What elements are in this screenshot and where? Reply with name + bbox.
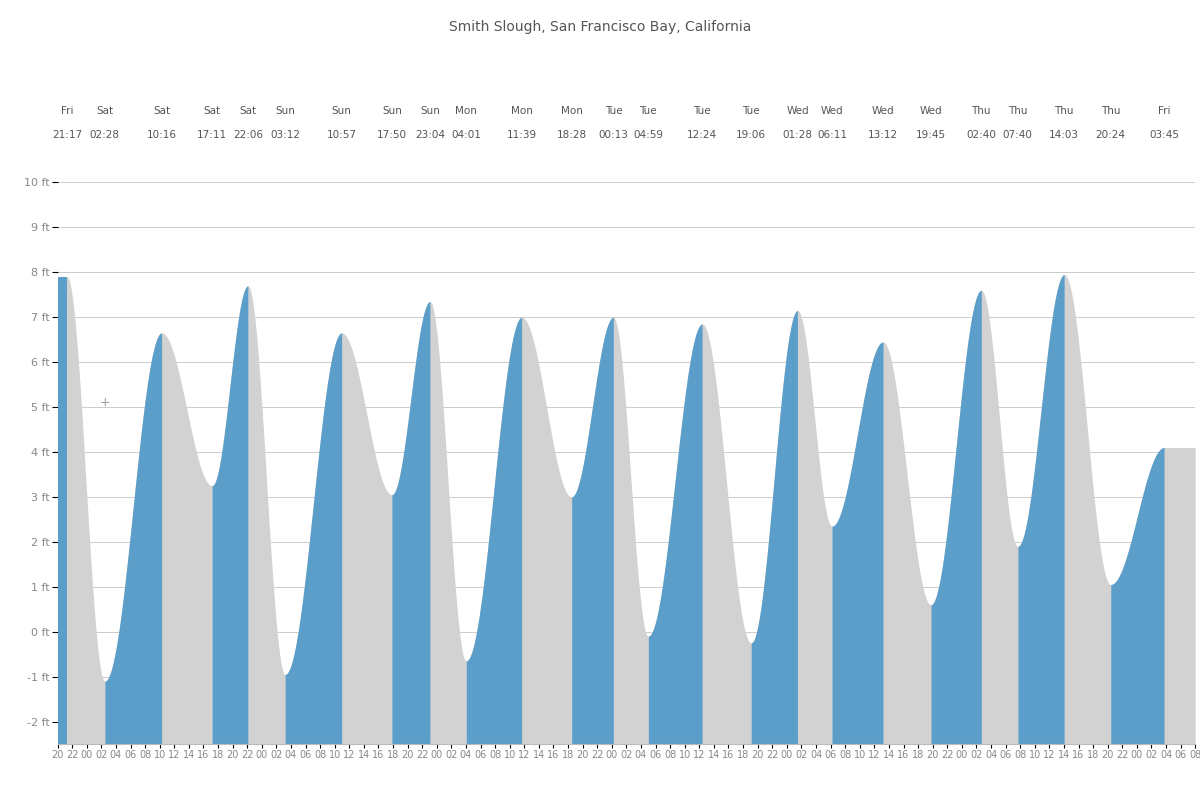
Text: Sun: Sun [420,106,440,116]
Text: 03:12: 03:12 [270,130,300,140]
Text: 07:40: 07:40 [1003,130,1033,140]
Text: Sun: Sun [331,106,352,116]
Text: 04:01: 04:01 [451,130,481,140]
Text: 02:28: 02:28 [90,130,120,140]
Text: 19:45: 19:45 [916,130,946,140]
Text: 17:50: 17:50 [377,130,407,140]
Text: Wed: Wed [821,106,844,116]
Text: +: + [100,396,110,409]
Text: 02:40: 02:40 [966,130,996,140]
Text: 11:39: 11:39 [506,130,536,140]
Text: 03:45: 03:45 [1150,130,1180,140]
Text: Sun: Sun [382,106,402,116]
Text: 18:28: 18:28 [557,130,587,140]
Text: 14:03: 14:03 [1049,130,1079,140]
Text: Thu: Thu [1055,106,1074,116]
Text: Tue: Tue [743,106,760,116]
Text: 20:24: 20:24 [1096,130,1126,140]
Text: 04:59: 04:59 [634,130,664,140]
Text: Tue: Tue [694,106,712,116]
Text: Mon: Mon [455,106,478,116]
Text: Tue: Tue [605,106,623,116]
Text: 13:12: 13:12 [868,130,898,140]
Text: Mon: Mon [560,106,582,116]
Text: 10:16: 10:16 [146,130,176,140]
Text: Thu: Thu [972,106,991,116]
Text: Wed: Wed [871,106,894,116]
Text: Smith Slough, San Francisco Bay, California: Smith Slough, San Francisco Bay, Califor… [449,20,751,34]
Text: Mon: Mon [511,106,533,116]
Text: Sat: Sat [204,106,221,116]
Text: Tue: Tue [640,106,656,116]
Text: 17:11: 17:11 [197,130,227,140]
Text: Wed: Wed [919,106,942,116]
Text: Sat: Sat [239,106,257,116]
Text: Fri: Fri [1158,106,1170,116]
Text: 06:11: 06:11 [817,130,847,140]
Text: 00:13: 00:13 [599,130,629,140]
Text: Wed: Wed [786,106,809,116]
Text: 19:06: 19:06 [736,130,766,140]
Text: 21:17: 21:17 [52,130,82,140]
Text: 12:24: 12:24 [688,130,718,140]
Text: 10:57: 10:57 [326,130,356,140]
Text: Sun: Sun [275,106,295,116]
Text: 23:04: 23:04 [415,130,445,140]
Text: Fri: Fri [61,106,73,116]
Text: 22:06: 22:06 [233,130,263,140]
Text: Thu: Thu [1100,106,1121,116]
Text: 01:28: 01:28 [782,130,812,140]
Text: Sat: Sat [154,106,170,116]
Text: Sat: Sat [96,106,113,116]
Text: Thu: Thu [1008,106,1027,116]
